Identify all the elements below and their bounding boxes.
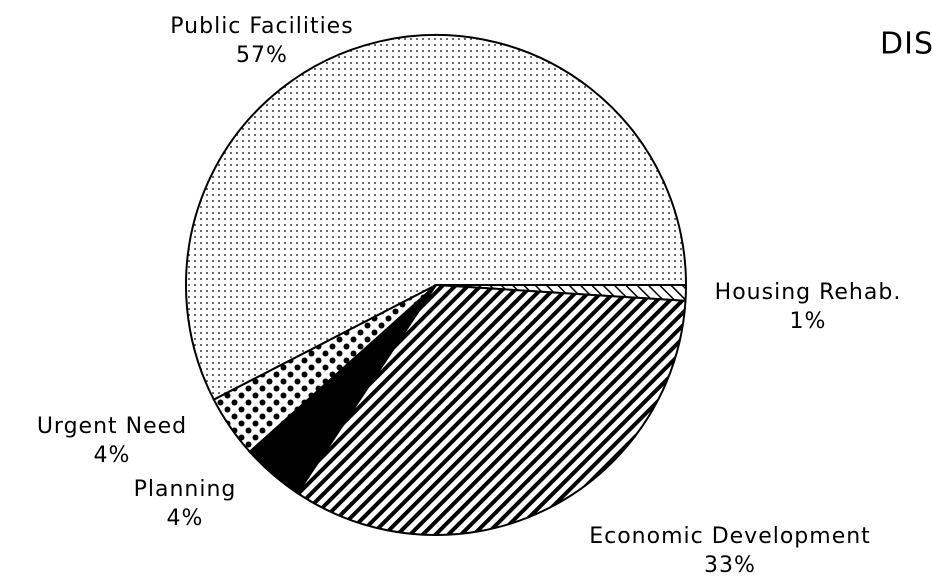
chart-title: DIS xyxy=(880,27,932,62)
slice-value-label: 4% xyxy=(167,506,204,531)
slice-value-label: 4% xyxy=(94,443,131,468)
pie-slice xyxy=(185,34,688,401)
slice-label: Urgent Need xyxy=(37,414,187,439)
slice-value-label: 1% xyxy=(790,309,827,334)
slice-label: Public Facilities xyxy=(170,14,353,39)
slice-value-label: 57% xyxy=(236,43,288,68)
slice-label: Housing Rehab. xyxy=(715,280,902,305)
slice-label: Economic Development xyxy=(589,524,871,549)
slice-label: Planning xyxy=(134,477,237,502)
slice-value-label: 33% xyxy=(704,553,756,578)
